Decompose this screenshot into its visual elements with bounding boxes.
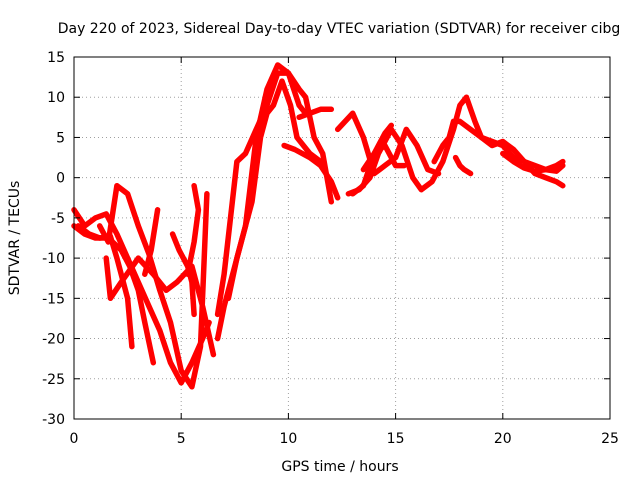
series-arc-12 (296, 106, 335, 121)
y-tick-label: 15 (47, 50, 65, 66)
series-arc-19 (500, 150, 566, 174)
y-tick-label: 10 (47, 90, 65, 106)
plot-frame (73, 56, 611, 420)
x-tick-label: 15 (387, 431, 405, 447)
chart-title: Day 220 of 2023, Sidereal Day-to-day VTE… (58, 21, 621, 37)
series-arc-5 (103, 255, 217, 358)
series-arc-20 (452, 154, 474, 177)
series-arc-13 (281, 142, 341, 201)
axis-ticks: 0 5 10 15 20 25 15 10 5 0 -5 -10 -15 -20 -25 -30 (42, 50, 619, 447)
y-tick-label: -30 (42, 412, 65, 428)
y-tick-label: -15 (42, 291, 65, 307)
x-tick-label: 10 (279, 431, 297, 447)
series-arc-8 (184, 182, 202, 277)
data-series (71, 62, 566, 390)
x-tick-label: 0 (70, 431, 79, 447)
y-axis-label: SDTVAR / TECUs (7, 181, 23, 296)
series-arc-1 (71, 207, 212, 386)
series-arc-18 (431, 118, 566, 174)
series-arc-14 (334, 110, 442, 177)
x-axis-label: GPS time / hours (281, 459, 398, 475)
grid-lines (74, 57, 610, 419)
y-tick-label: -20 (42, 332, 65, 348)
series-arc-17 (349, 122, 395, 197)
series-arc-10 (214, 70, 335, 318)
series-arc-11 (225, 78, 324, 302)
y-tick-label: -25 (42, 372, 65, 388)
series-arc-6 (142, 207, 161, 277)
y-tick-label: 5 (56, 130, 65, 146)
y-tick-label: -5 (51, 211, 65, 227)
y-tick-label: 0 (56, 171, 65, 187)
x-tick-label: 5 (177, 431, 186, 447)
x-tick-label: 20 (494, 431, 512, 447)
x-tick-label: 25 (601, 431, 619, 447)
y-tick-label: -10 (42, 251, 65, 267)
